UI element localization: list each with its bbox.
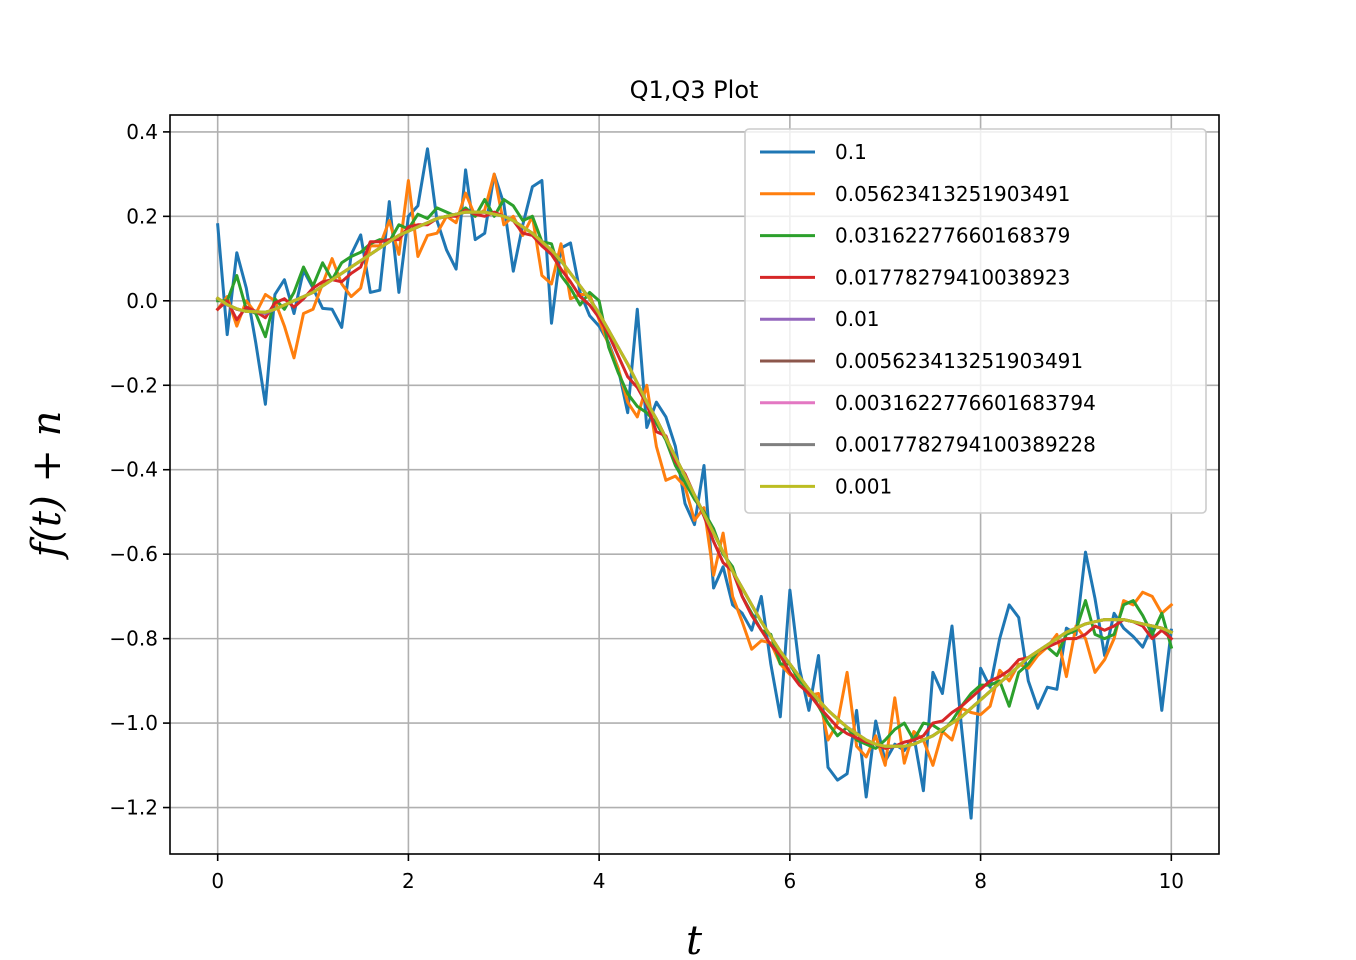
legend-label: 0.05623413251903491 <box>835 182 1070 206</box>
y-tick-label: −0.8 <box>109 627 158 651</box>
series-line-8 <box>215 210 1174 748</box>
legend-label: 0.001 <box>835 474 892 498</box>
chart-title: Q1,Q3 Plot <box>630 76 759 104</box>
y-tick-label: −1.0 <box>109 711 158 735</box>
x-tick-label: 8 <box>974 869 987 893</box>
y-axis: 0.4 0.2 0.0 −0.2 −0.4 −0.6 −0.8 −1.0 −1.2 <box>109 120 170 820</box>
y-tick-label: −0.4 <box>109 458 158 482</box>
legend-label: 0.01778279410038923 <box>835 265 1070 289</box>
x-tick-label: 2 <box>402 869 415 893</box>
series-line-0 <box>216 147 1173 820</box>
legend-label: 0.005623413251903491 <box>835 349 1083 373</box>
legend-box <box>744 128 1207 514</box>
x-tick-label: 0 <box>211 869 224 893</box>
y-axis-label: f(t) + n <box>24 411 70 561</box>
x-axis-label: t <box>686 918 703 960</box>
y-tick-label: 0.4 <box>126 120 158 144</box>
legend-label: 0.0031622776601683794 <box>835 391 1096 415</box>
x-axis: 0 2 4 6 8 10 <box>211 854 1184 893</box>
legend-label: 0.0017782794100389228 <box>835 433 1096 457</box>
axes-frame <box>169 114 1220 855</box>
series-line-1 <box>215 172 1174 767</box>
legend-label: 0.01 <box>835 307 880 331</box>
y-tick-label: −0.2 <box>109 373 158 397</box>
plot-area <box>215 147 1174 820</box>
y-tick-label: −1.2 <box>109 796 158 820</box>
x-tick-label: 4 <box>593 869 606 893</box>
y-tick-label: 0.0 <box>126 289 158 313</box>
y-tick-label: 0.2 <box>126 204 158 228</box>
x-tick-label: 10 <box>1159 869 1184 893</box>
x-tick-label: 6 <box>783 869 796 893</box>
y-tick-label: −0.6 <box>109 542 158 566</box>
legend: 0.1 0.05623413251903491 0.0316227766016837… <box>744 128 1207 514</box>
legend-label: 0.1 <box>835 140 867 164</box>
legend-label: 0.03162277660168379 <box>835 224 1070 248</box>
